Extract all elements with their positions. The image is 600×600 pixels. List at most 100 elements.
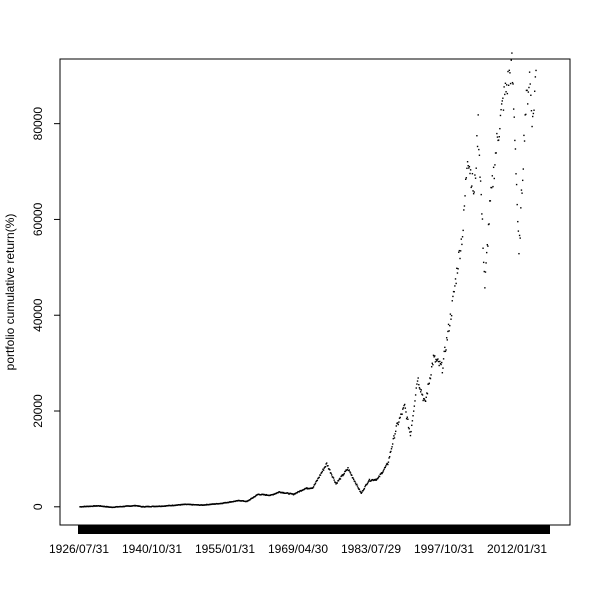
data-point-485 [381,472,383,475]
data-point-453 [361,491,363,494]
data-point-720 [528,86,530,89]
data-point-620 [466,167,468,170]
x-tick-label-4: 1983/07/29 [341,542,401,556]
data-point-591 [447,323,450,326]
data-point-661 [491,175,494,177]
data-point-534 [412,415,414,417]
data-point-722 [529,83,531,85]
data-point-703 [517,230,520,232]
data-point-527 [407,426,410,429]
data-point-353 [298,491,300,493]
data-point-646 [482,247,484,249]
data-point-496 [388,457,390,459]
data-point-617 [464,195,466,197]
data-point-639 [478,148,480,151]
data-point-529 [409,431,411,433]
data-point-539 [415,387,417,389]
data-point-608 [458,249,461,252]
y-tick-label-0: 0 [31,503,45,510]
data-point-726 [532,115,534,118]
data-point-647 [482,261,485,264]
data-point-627 [470,186,472,189]
data-point-461 [366,483,368,486]
data-point-391 [322,468,324,470]
data-point-610 [459,250,462,252]
data-point-435 [349,472,352,474]
data-point-588 [445,337,448,339]
data-point-612 [461,243,463,246]
data-point-576 [438,364,440,367]
data-point-728 [533,109,535,111]
data-point-601 [454,285,456,287]
data-point-621 [466,161,469,163]
data-point-635 [475,167,477,169]
data-point-667 [495,152,497,154]
data-point-396 [325,463,327,465]
data-point-379 [314,482,317,484]
data-point-678 [502,97,504,99]
data-point-590 [447,330,449,333]
data-point-727 [532,112,535,115]
data-point-731 [535,69,537,72]
data-point-532 [411,424,413,427]
data-point-528 [408,428,410,430]
data-point-570 [434,361,437,363]
data-point-671 [497,139,500,141]
data-point-430 [346,468,349,471]
data-point-717 [526,89,528,92]
data-point-656 [488,223,490,225]
data-point-623 [468,167,470,169]
data-point-375 [312,487,314,489]
data-point-274 [249,499,251,501]
data-point-343 [292,493,294,495]
data-point-697 [514,139,516,142]
data-point-378 [314,483,316,486]
data-point-695 [512,108,515,110]
data-point-494 [387,463,389,466]
data-point-693 [511,81,514,84]
data-point-604 [456,267,458,269]
data-point-393 [323,467,325,469]
data-point-440 [352,478,355,481]
data-point-597 [451,300,453,302]
data-point-721 [528,71,531,73]
data-point-530 [409,434,412,437]
data-point-424 [342,473,345,476]
data-point-463 [367,481,369,483]
data-point-593 [449,324,451,327]
data-point-687 [507,84,510,86]
data-point-631 [472,193,475,195]
data-point-681 [504,93,506,96]
data-point-500 [390,448,393,450]
data-point-464 [368,480,370,482]
data-point-711 [522,168,525,170]
data-point-431 [347,467,349,469]
data-point-443 [354,482,357,484]
data-point-541 [416,380,419,382]
data-point-533 [411,420,414,422]
data-point-439 [352,477,354,479]
data-point-602 [454,278,457,280]
y-axis: 0 20000 40000 60000 80000 [31,107,60,510]
data-point-554 [424,400,427,402]
data-point-492 [385,463,388,465]
data-point-385 [318,476,320,478]
data-point-665 [494,164,496,166]
data-point-365 [306,487,308,489]
data-point-607 [458,251,460,253]
data-point-662 [492,185,494,188]
data-point-437 [351,474,353,477]
data-point-653 [486,243,488,246]
data-point-545 [419,388,421,390]
data-point-465 [368,478,371,481]
data-point-564 [430,366,433,368]
data-point-626 [469,169,472,171]
data-point-389 [321,471,323,474]
data-point-673 [499,127,501,130]
data-point-493 [386,462,388,465]
data-point-562 [429,377,432,380]
x-tick-label-2: 1955/01/31 [195,542,255,556]
data-point-625 [469,172,471,175]
data-point-518 [402,408,404,410]
data-point-700 [515,183,518,186]
